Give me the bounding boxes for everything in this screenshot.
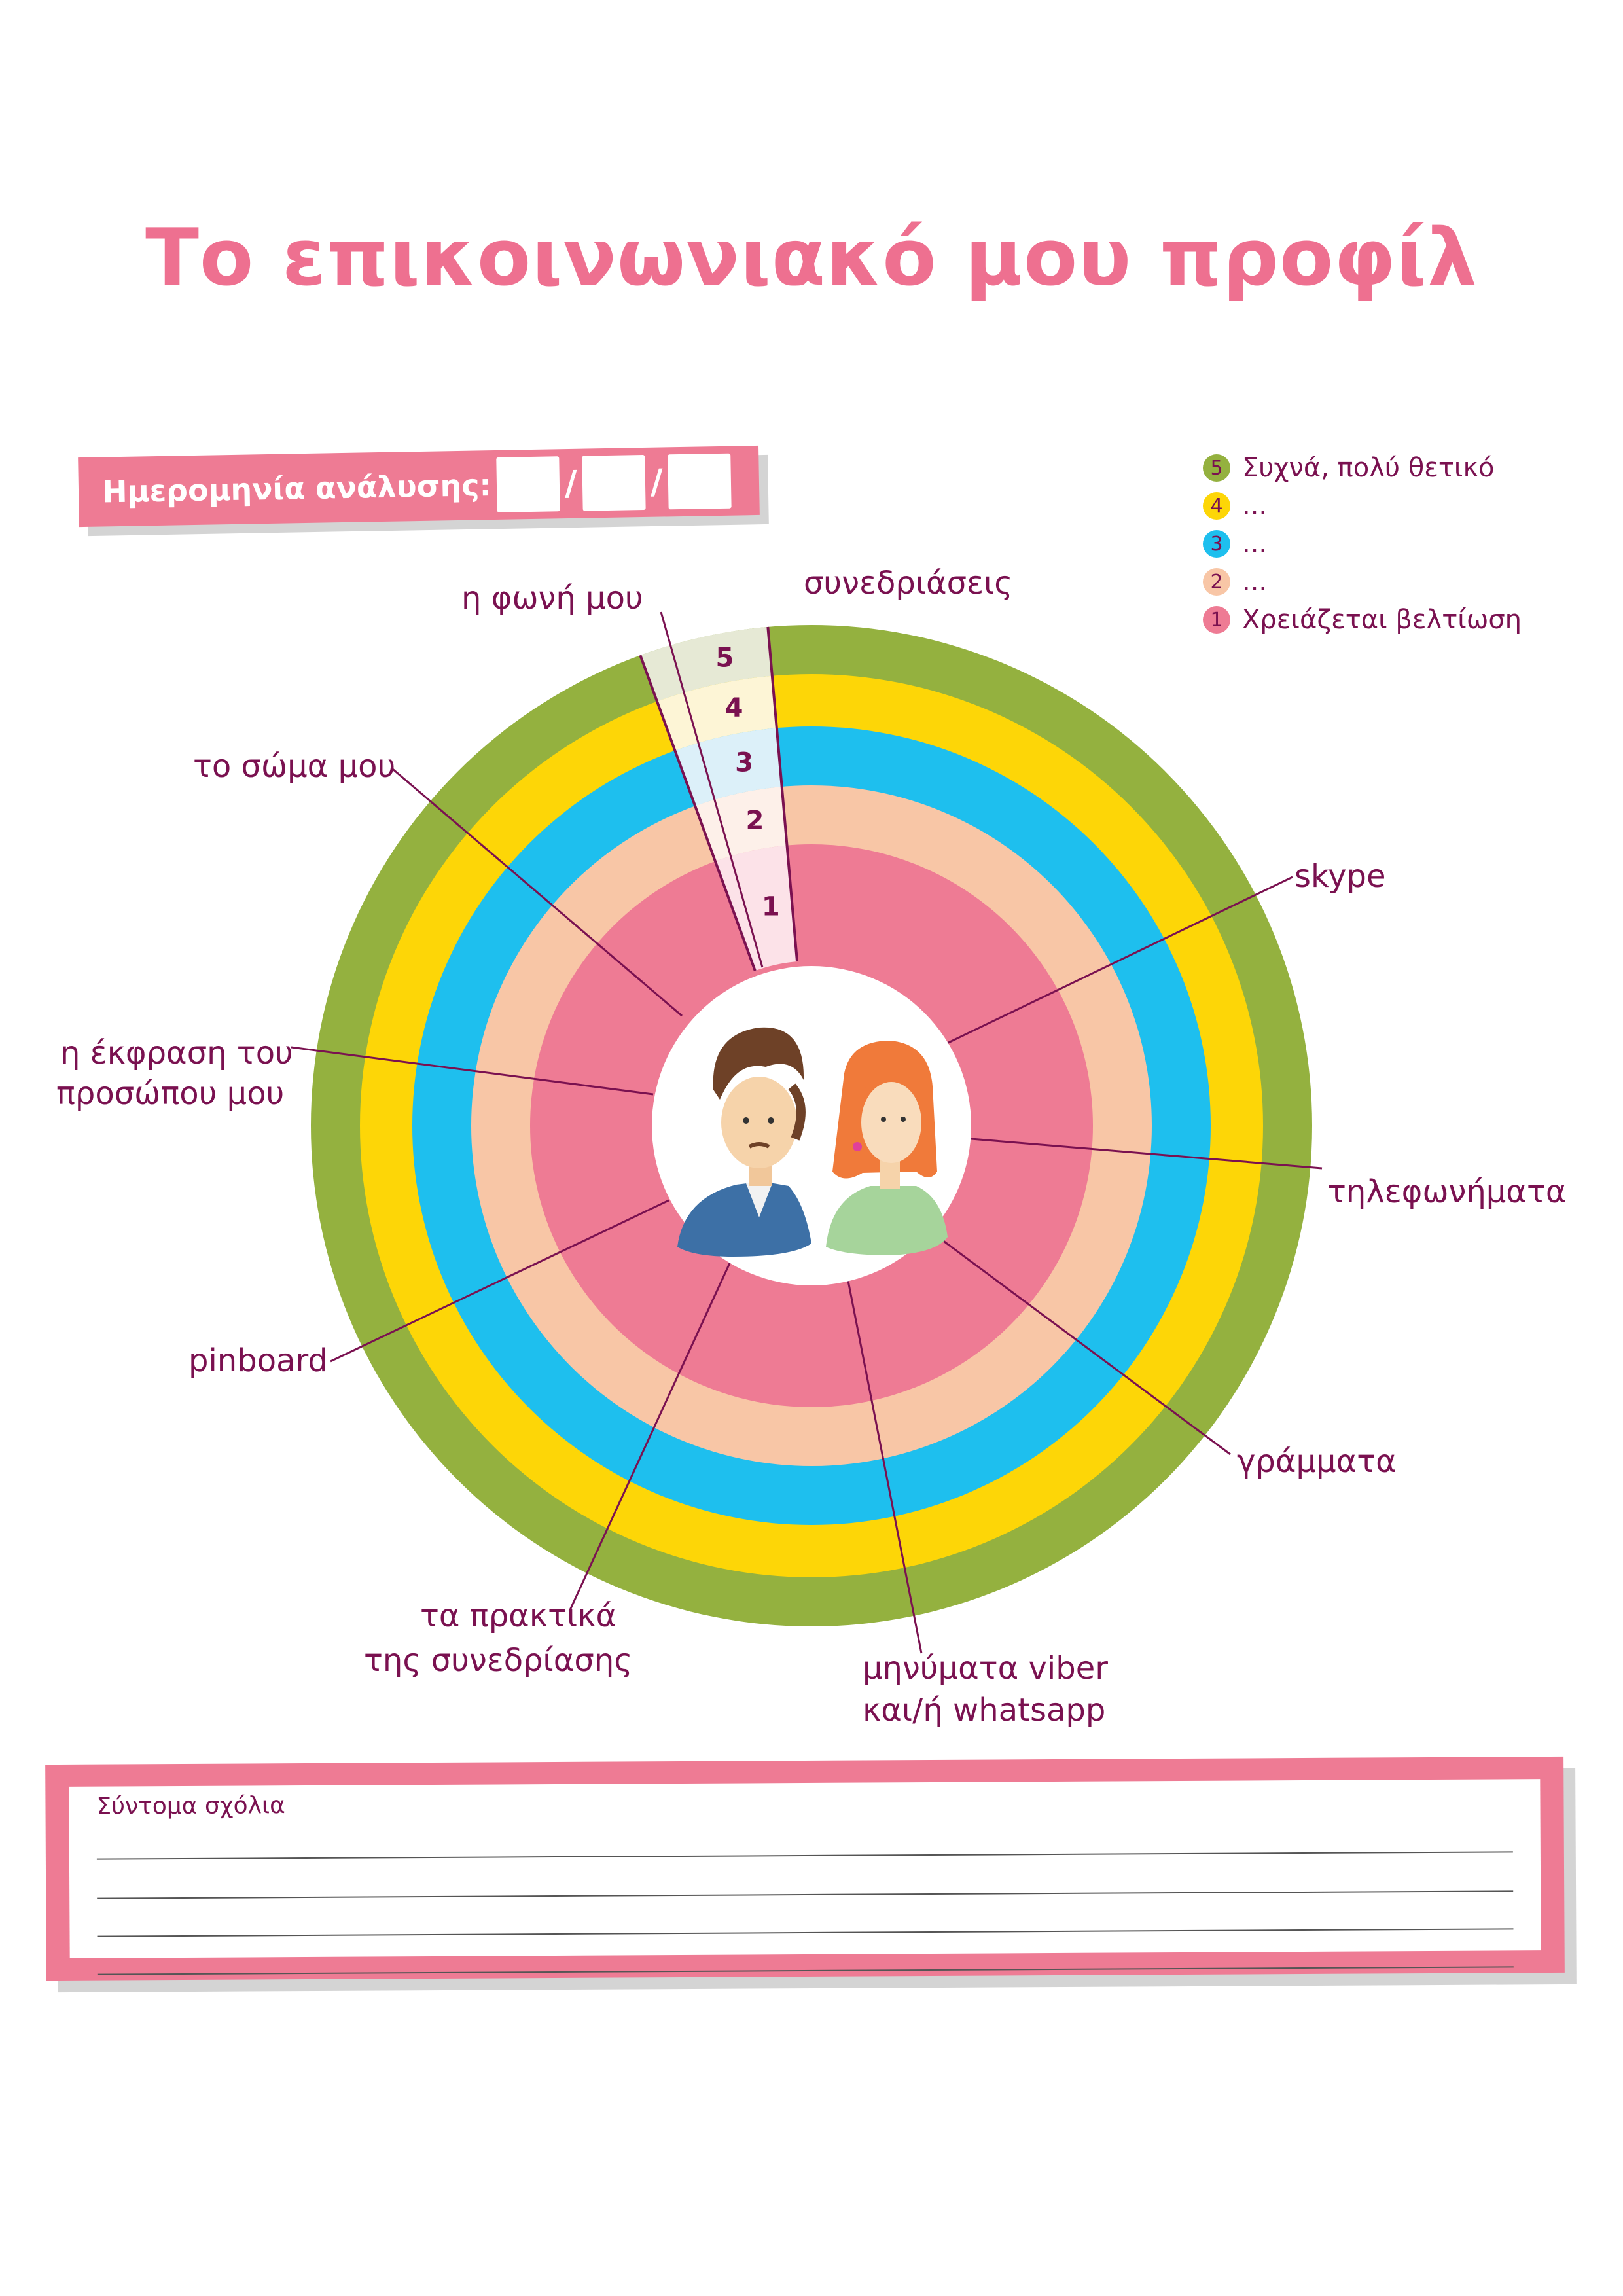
spoke-body bbox=[392, 768, 683, 1017]
sector-edge bbox=[639, 655, 757, 971]
level-number-1: 1 bbox=[762, 892, 780, 922]
label-calls: τηλεφωνήματα bbox=[1327, 1174, 1567, 1210]
legend-badge: 5 bbox=[1203, 454, 1230, 482]
legend-badge: 1 bbox=[1203, 606, 1230, 634]
legend-item-4: 4 ... bbox=[1203, 487, 1522, 525]
comments-label: Σύντομα σχόλια bbox=[96, 1792, 285, 1820]
comment-line[interactable] bbox=[97, 1966, 1514, 1975]
label-minutes-line1: τα πρακτικά bbox=[420, 1598, 617, 1634]
spoke-skype bbox=[945, 876, 1293, 1045]
label-meetings: συνεδριάσεις bbox=[804, 565, 1013, 601]
sector-segment-2 bbox=[695, 786, 787, 861]
sector-level-numbers: 5 4 3 2 1 bbox=[716, 643, 780, 922]
communication-target-diagram: 5 4 3 2 1 bbox=[291, 611, 1323, 1654]
level-number-5: 5 bbox=[716, 643, 734, 673]
legend-text: ... bbox=[1242, 491, 1268, 521]
spoke-voice bbox=[660, 611, 764, 968]
rating-legend: 5 Συχνά, πολύ θετικό 4 ... 3 ... 2 ... 1… bbox=[1203, 449, 1522, 639]
legend-text: ... bbox=[1242, 567, 1268, 597]
comment-line[interactable] bbox=[97, 1928, 1514, 1937]
label-skype: skype bbox=[1294, 858, 1386, 895]
comment-line[interactable] bbox=[97, 1890, 1514, 1899]
man-illustration-icon bbox=[677, 1027, 812, 1257]
sector-segment-5 bbox=[640, 626, 772, 702]
spoke-minutes bbox=[568, 1263, 731, 1612]
legend-badge: 4 bbox=[1203, 492, 1230, 520]
label-messages-line1: μηνύματα viber bbox=[863, 1650, 1108, 1687]
sector-segment-3 bbox=[675, 728, 782, 806]
woman-illustration-icon bbox=[826, 1041, 948, 1255]
legend-item-2: 2 ... bbox=[1203, 563, 1522, 601]
legend-text: Συχνά, πολύ θετικό bbox=[1242, 453, 1495, 483]
spoke-pinboard bbox=[330, 1199, 669, 1363]
level-number-4: 4 bbox=[725, 693, 743, 723]
page-title: Το επικοινωνιακό μου προφίλ bbox=[145, 213, 1478, 304]
comments-box[interactable]: Σύντομα σχόλια bbox=[69, 1779, 1541, 1975]
spoke-letters bbox=[929, 1229, 1231, 1456]
legend-text: ... bbox=[1242, 529, 1268, 559]
label-messages-line2: και/ή whatsapp bbox=[863, 1692, 1106, 1729]
spoke-messages bbox=[846, 1277, 923, 1654]
label-letters: γράμματα bbox=[1237, 1443, 1397, 1480]
comment-line[interactable] bbox=[96, 1851, 1513, 1860]
label-pinboard: pinboard bbox=[188, 1342, 328, 1379]
spoke-face bbox=[291, 1046, 654, 1096]
label-voice: η φωνή μου bbox=[461, 580, 643, 617]
spoke-calls bbox=[971, 1138, 1323, 1170]
level-number-3: 3 bbox=[735, 747, 753, 778]
legend-text: Χρειάζεται βελτίωση bbox=[1242, 605, 1522, 635]
legend-item-3: 3 ... bbox=[1203, 525, 1522, 563]
legend-item-5: 5 Συχνά, πολύ θετικό bbox=[1203, 449, 1522, 487]
label-face-line1: η έκφραση του bbox=[60, 1035, 293, 1071]
sector-edge bbox=[766, 626, 799, 962]
comments-frame: Σύντομα σχόλια bbox=[45, 1756, 1565, 1981]
category-spokes bbox=[291, 611, 1323, 1654]
level-number-2: 2 bbox=[746, 806, 764, 836]
comments-section: Σύντομα σχόλια bbox=[45, 1756, 1584, 1996]
legend-badge: 3 bbox=[1203, 530, 1230, 558]
label-body: το σώμα μου bbox=[193, 748, 396, 785]
legend-item-1: 1 Χρειάζεται βελτίωση bbox=[1203, 601, 1522, 639]
legend-badge: 2 bbox=[1203, 568, 1230, 596]
sector-segment-4 bbox=[657, 675, 777, 751]
label-minutes-line2: της συνεδρίασης bbox=[364, 1642, 633, 1679]
label-face-line2: προσώπου μου bbox=[56, 1075, 285, 1112]
